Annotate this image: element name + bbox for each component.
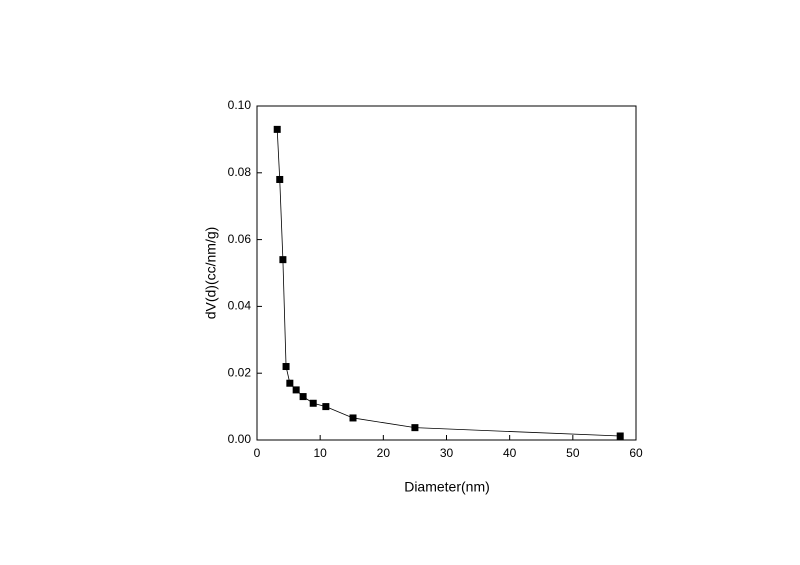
y-tick-label: 0.00	[228, 432, 252, 446]
y-tick-label: 0.10	[228, 98, 252, 112]
y-tick-label: 0.08	[228, 165, 252, 179]
series-line	[276, 129, 621, 437]
data-point	[299, 393, 307, 401]
x-tick-label: 20	[377, 446, 391, 460]
data-point	[309, 399, 317, 407]
plot-frame	[256, 105, 637, 441]
data-point	[616, 432, 624, 440]
y-tick-label: 0.04	[228, 299, 252, 313]
data-point	[411, 424, 419, 432]
data-point	[349, 414, 357, 422]
data-point	[279, 256, 287, 264]
data-point	[282, 363, 290, 371]
y-axis-label: dV(d)(cc/nm/g)	[203, 227, 219, 320]
x-tick-label: 10	[313, 446, 327, 460]
y-tick-label: 0.02	[228, 365, 252, 379]
data-point	[286, 379, 294, 387]
x-axis-label: Diameter(nm)	[404, 479, 490, 495]
data-point	[322, 403, 330, 411]
y-tick-label: 0.06	[228, 232, 252, 246]
data-point	[276, 175, 284, 183]
x-tick-label: 0	[254, 446, 261, 460]
x-tick-label: 60	[629, 446, 643, 460]
data-point	[273, 125, 281, 133]
x-tick-label: 30	[440, 446, 454, 460]
x-tick-label: 50	[566, 446, 580, 460]
data-point	[292, 386, 300, 394]
x-tick-label: 40	[503, 446, 517, 460]
